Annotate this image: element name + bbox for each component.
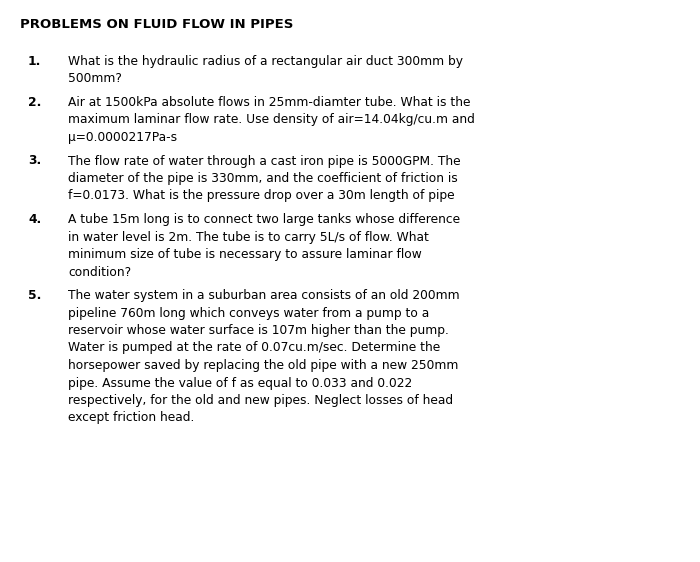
Text: μ=0.0000217Pa-s: μ=0.0000217Pa-s (68, 131, 177, 144)
Text: A tube 15m long is to connect two large tanks whose difference: A tube 15m long is to connect two large … (68, 213, 460, 226)
Text: diameter of the pipe is 330mm, and the coefficient of friction is: diameter of the pipe is 330mm, and the c… (68, 172, 458, 185)
Text: maximum laminar flow rate. Use density of air=14.04kg/cu.m and: maximum laminar flow rate. Use density o… (68, 114, 475, 126)
Text: 2.: 2. (28, 96, 41, 109)
Text: 500mm?: 500mm? (68, 72, 122, 85)
Text: pipeline 760m long which conveys water from a pump to a: pipeline 760m long which conveys water f… (68, 306, 429, 320)
Text: The flow rate of water through a cast iron pipe is 5000GPM. The: The flow rate of water through a cast ir… (68, 155, 461, 167)
Text: PROBLEMS ON FLUID FLOW IN PIPES: PROBLEMS ON FLUID FLOW IN PIPES (20, 18, 293, 31)
Text: f=0.0173. What is the pressure drop over a 30m length of pipe: f=0.0173. What is the pressure drop over… (68, 189, 454, 202)
Text: The water system in a suburban area consists of an old 200mm: The water system in a suburban area cons… (68, 289, 460, 302)
Text: except friction head.: except friction head. (68, 411, 195, 424)
Text: horsepower saved by replacing the old pipe with a new 250mm: horsepower saved by replacing the old pi… (68, 359, 458, 372)
Text: Air at 1500kPa absolute flows in 25mm-diamter tube. What is the: Air at 1500kPa absolute flows in 25mm-di… (68, 96, 470, 109)
Text: minimum size of tube is necessary to assure laminar flow: minimum size of tube is necessary to ass… (68, 248, 421, 261)
Text: respectively, for the old and new pipes. Neglect losses of head: respectively, for the old and new pipes.… (68, 394, 453, 407)
Text: 5.: 5. (28, 289, 41, 302)
Text: pipe. Assume the value of f as equal to 0.033 and 0.022: pipe. Assume the value of f as equal to … (68, 377, 412, 389)
Text: What is the hydraulic radius of a rectangular air duct 300mm by: What is the hydraulic radius of a rectan… (68, 55, 463, 68)
Text: 1.: 1. (28, 55, 41, 68)
Text: in water level is 2m. The tube is to carry 5L/s of flow. What: in water level is 2m. The tube is to car… (68, 230, 429, 243)
Text: condition?: condition? (68, 265, 131, 279)
Text: 3.: 3. (28, 155, 41, 167)
Text: reservoir whose water surface is 107m higher than the pump.: reservoir whose water surface is 107m hi… (68, 324, 449, 337)
Text: Water is pumped at the rate of 0.07cu.m/sec. Determine the: Water is pumped at the rate of 0.07cu.m/… (68, 342, 440, 355)
Text: 4.: 4. (28, 213, 41, 226)
